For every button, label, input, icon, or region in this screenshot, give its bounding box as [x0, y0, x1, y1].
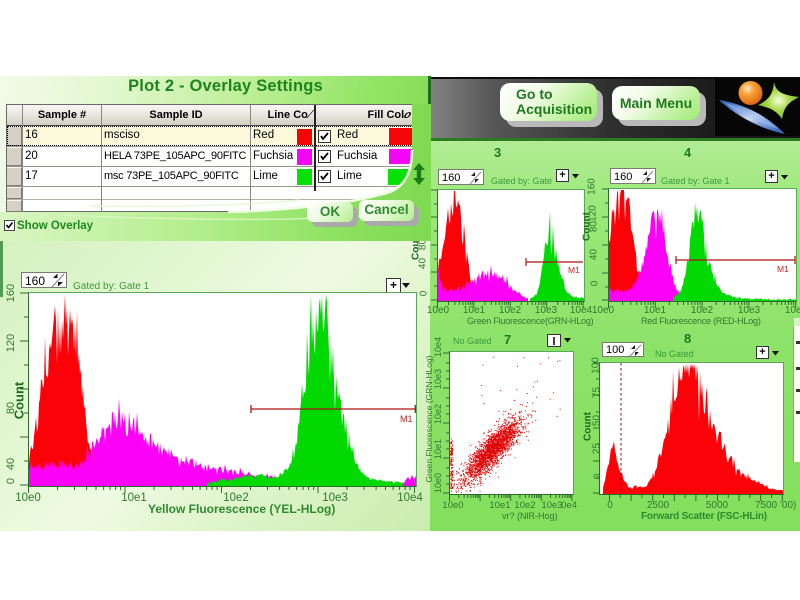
svg-text:M1: M1 — [568, 265, 580, 275]
svg-text:M1: M1 — [777, 264, 789, 274]
svg-text:M1: M1 — [400, 414, 413, 424]
